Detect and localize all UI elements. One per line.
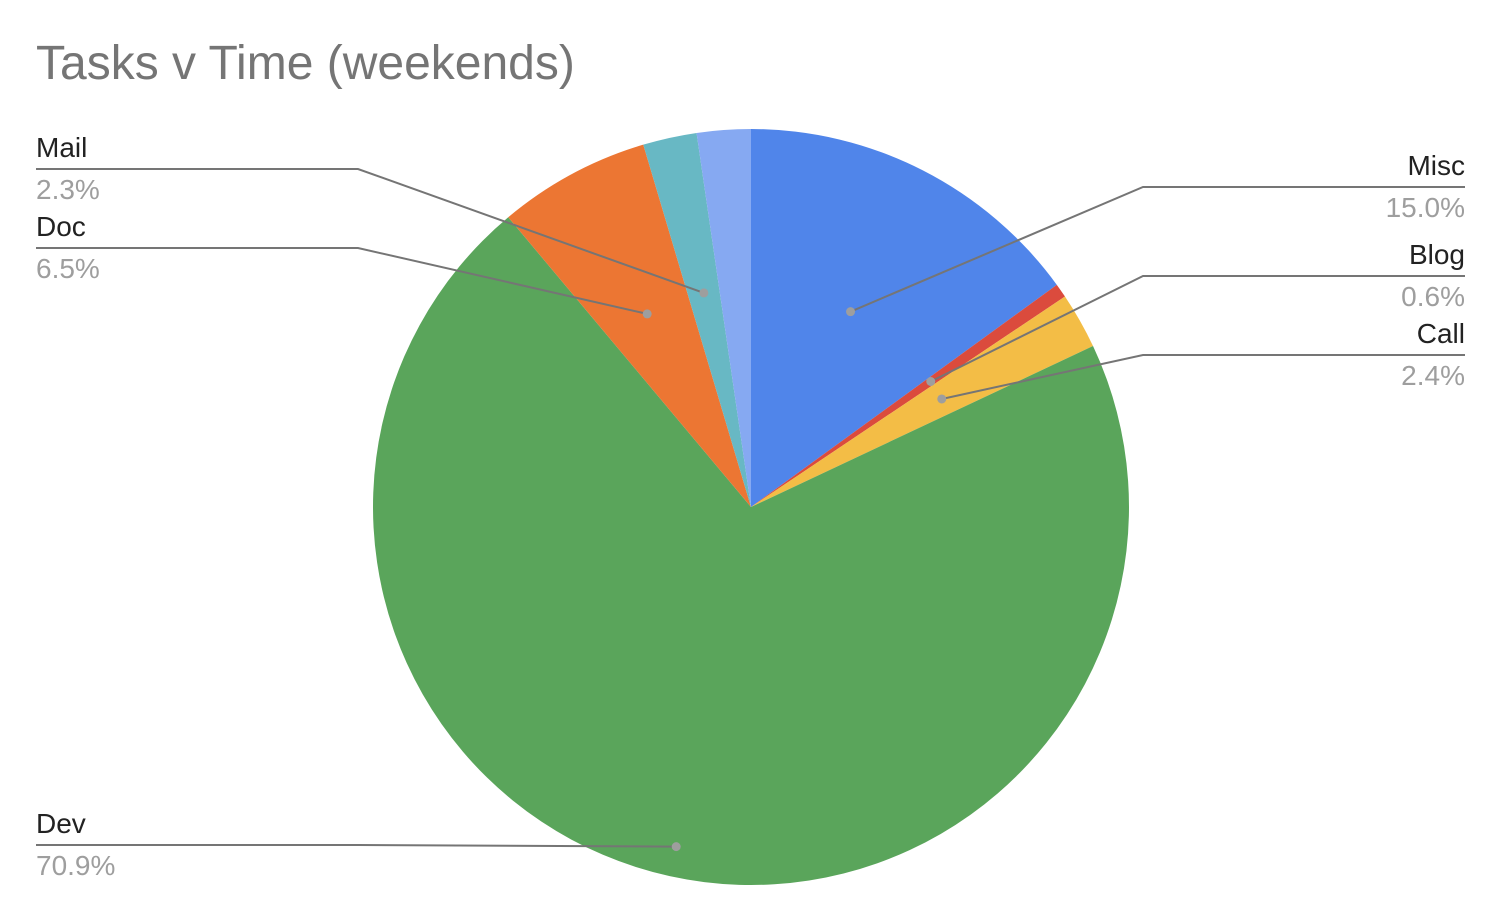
slice-label-misc: Misc (1407, 150, 1465, 181)
pie-slice-doc (508, 144, 751, 507)
slice-label-call: Call (1417, 318, 1465, 349)
slice-label-mail: Mail (36, 132, 87, 163)
leader-lines (36, 168, 1465, 852)
pie-slice-call (751, 296, 1094, 507)
slice-percent-dev: 70.9% (36, 850, 115, 881)
pie-slice-dev (372, 217, 1129, 885)
leader-line-blog (930, 275, 1465, 383)
leader-line-doc (36, 247, 648, 315)
leader-line-misc (850, 186, 1465, 313)
slice-label-blog: Blog (1409, 239, 1465, 270)
leader-dot-blog (926, 376, 936, 386)
slice-labels: Misc 15.0% Blog 0.6% Call 2.4% Dev 70.9% Doc 6.5%… (36, 132, 1465, 881)
leader-dot-doc (642, 309, 652, 319)
pie-slices (372, 129, 1129, 885)
leader-line-dev (36, 844, 677, 848)
pie-slice-mail (643, 132, 751, 507)
slice-percent-misc: 15.0% (1386, 192, 1465, 223)
slice-percent-blog: 0.6% (1401, 281, 1465, 312)
leader-dot-dev (671, 842, 681, 852)
pie-slice-blog (751, 284, 1065, 507)
leader-dot-misc (846, 307, 856, 317)
chart-title: Tasks v Time (weekends) (36, 37, 575, 90)
slice-label-doc: Doc (36, 211, 86, 242)
slice-percent-call: 2.4% (1401, 360, 1465, 391)
leader-line-call (941, 354, 1465, 400)
slice-label-dev: Dev (36, 808, 86, 839)
pie-slice-misc (751, 129, 1057, 507)
leader-dot-mail (699, 288, 709, 298)
leader-dot-call (937, 394, 947, 404)
pie-slice-unlabeled-6 (696, 129, 751, 507)
slice-percent-doc: 6.5% (36, 253, 100, 284)
leader-line-mail (36, 168, 705, 294)
slice-percent-mail: 2.3% (36, 174, 100, 205)
